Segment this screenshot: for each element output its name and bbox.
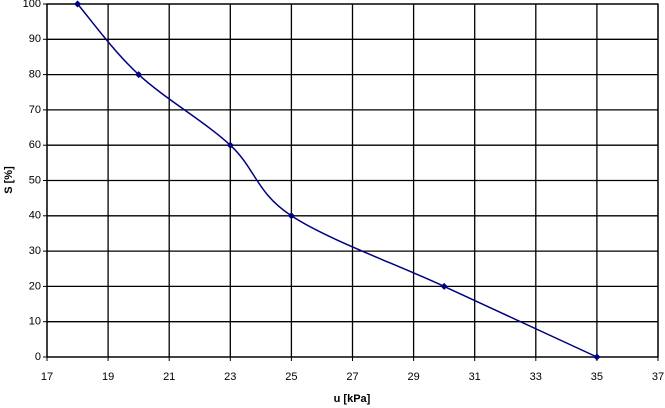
x-tick-label: 23 — [224, 371, 236, 383]
data-point — [593, 353, 601, 361]
x-tick-label: 25 — [285, 371, 297, 383]
x-tick-label: 17 — [41, 371, 53, 383]
y-tick-label: 50 — [29, 174, 41, 186]
x-tick-label: 33 — [530, 371, 542, 383]
y-tick-label: 70 — [29, 104, 41, 116]
data-point — [135, 71, 143, 79]
x-tick-label: 31 — [469, 371, 481, 383]
y-axis-title: S [%] — [3, 166, 15, 194]
x-tick-label: 29 — [407, 371, 419, 383]
x-tick-label: 35 — [591, 371, 603, 383]
y-tick-label: 0 — [35, 351, 41, 363]
data-point — [74, 0, 82, 8]
x-tick-label: 37 — [652, 371, 664, 383]
y-tick-label: 80 — [29, 69, 41, 81]
data-point — [226, 141, 234, 149]
y-tick-label: 10 — [29, 316, 41, 328]
x-tick-label: 21 — [163, 371, 175, 383]
y-tick-label: 90 — [29, 33, 41, 45]
y-tick-label: 30 — [29, 245, 41, 257]
data-point — [440, 282, 448, 290]
y-tick-label: 40 — [29, 210, 41, 222]
x-tick-label: 27 — [346, 371, 358, 383]
y-tick-label: 60 — [29, 139, 41, 151]
y-tick-label: 20 — [29, 280, 41, 292]
plot-border — [46, 3, 659, 358]
x-axis-title: u [kPa] — [334, 393, 371, 405]
x-tick-label: 19 — [102, 371, 114, 383]
y-tick-label: 100 — [23, 0, 41, 10]
data-point — [287, 212, 295, 220]
